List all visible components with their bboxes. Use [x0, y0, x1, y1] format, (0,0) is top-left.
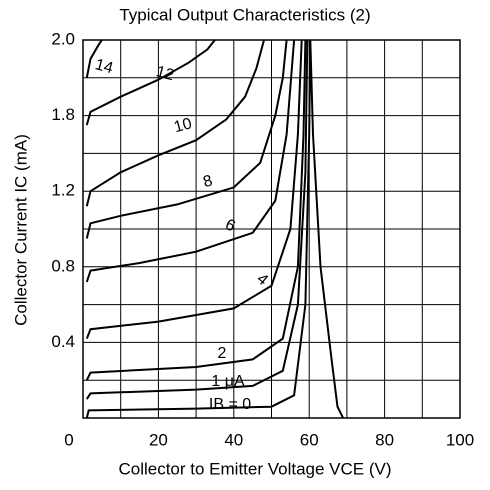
y-tick-label: 0.4 — [51, 332, 75, 351]
y-tick-label: 0.8 — [51, 256, 75, 275]
x-tick-label: 100 — [446, 430, 474, 449]
curve-label: IB = 0 — [209, 396, 251, 413]
y-tick-label: 2.0 — [51, 29, 75, 48]
x-tick-label: 60 — [300, 430, 319, 449]
curves — [85, 40, 344, 418]
curve-label: 12 — [154, 63, 176, 84]
y-axis-label: Collector Current IC (mA) — [11, 134, 30, 326]
curve-label: 8 — [201, 172, 214, 191]
curve — [85, 40, 344, 418]
x-tick-label: 40 — [224, 430, 243, 449]
curve — [85, 40, 216, 126]
curve — [85, 40, 103, 78]
y-tick-label: 1.8 — [51, 105, 75, 124]
y-tick-label: 1.2 — [51, 181, 75, 200]
curve-label: 10 — [172, 115, 194, 136]
curve-label: 6 — [222, 216, 237, 235]
plot-frame — [82, 39, 461, 419]
x-tick-label: 0 — [64, 430, 73, 449]
curve — [85, 40, 296, 283]
curve — [85, 40, 307, 381]
curve — [85, 40, 288, 239]
curve — [85, 40, 309, 400]
grid — [82, 39, 461, 418]
curve-labels: IB = 0 1 μA 2 4 6 8 10 12 14 — [93, 56, 271, 413]
curve — [85, 40, 265, 207]
curve-label: 14 — [93, 56, 115, 77]
curve-label: 2 — [218, 345, 227, 362]
x-axis-label: Collector to Emitter Voltage VCE (V) — [118, 459, 391, 478]
x-tick-label: 20 — [149, 430, 168, 449]
curve — [85, 40, 303, 339]
curve-label: 1 μA — [211, 373, 245, 390]
x-tick-label: 80 — [375, 430, 394, 449]
chart-title: Typical Output Characteristics (2) — [119, 5, 370, 24]
